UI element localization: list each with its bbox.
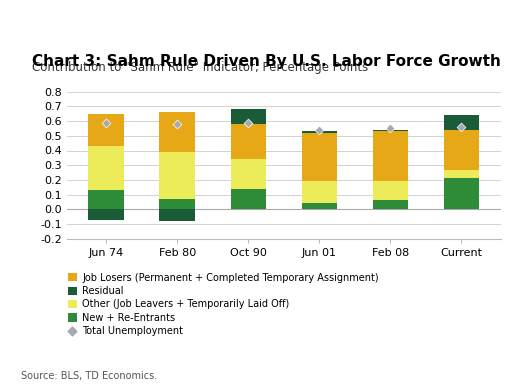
Bar bbox=[444, 115, 479, 130]
Legend: Job Losers (Permanent + Completed Temporary Assignment), Residual, Other (Job Le: Job Losers (Permanent + Completed Tempor… bbox=[68, 273, 379, 336]
Bar bbox=[444, 130, 479, 170]
Point bbox=[386, 126, 395, 132]
Bar bbox=[231, 124, 266, 159]
Bar bbox=[444, 178, 479, 209]
Bar bbox=[88, 190, 124, 209]
Bar bbox=[373, 181, 408, 201]
Bar bbox=[373, 131, 408, 181]
Point bbox=[244, 119, 252, 126]
Bar bbox=[231, 189, 266, 209]
Bar bbox=[301, 203, 337, 209]
Point bbox=[173, 121, 181, 127]
Bar bbox=[159, 112, 195, 152]
Bar bbox=[301, 131, 337, 133]
Bar bbox=[444, 170, 479, 178]
Point bbox=[457, 124, 465, 130]
Point bbox=[315, 127, 324, 133]
Bar bbox=[159, 209, 195, 221]
Bar bbox=[301, 181, 337, 203]
Bar bbox=[88, 209, 124, 219]
Bar bbox=[373, 201, 408, 209]
Text: Source: BLS, TD Economics.: Source: BLS, TD Economics. bbox=[21, 371, 157, 381]
Bar bbox=[88, 146, 124, 190]
Point bbox=[102, 119, 110, 126]
Bar bbox=[159, 152, 195, 199]
Bar bbox=[159, 199, 195, 209]
Bar bbox=[231, 159, 266, 189]
Bar bbox=[373, 130, 408, 131]
Text: Contribution to "Sahm Rule" Indicator, Percentage Points: Contribution to "Sahm Rule" Indicator, P… bbox=[33, 61, 368, 74]
Bar bbox=[301, 133, 337, 181]
Bar bbox=[88, 114, 124, 146]
Text: Chart 3: Sahm Rule Driven By U.S. Labor Force Growth: Chart 3: Sahm Rule Driven By U.S. Labor … bbox=[33, 54, 501, 69]
Bar bbox=[231, 109, 266, 124]
